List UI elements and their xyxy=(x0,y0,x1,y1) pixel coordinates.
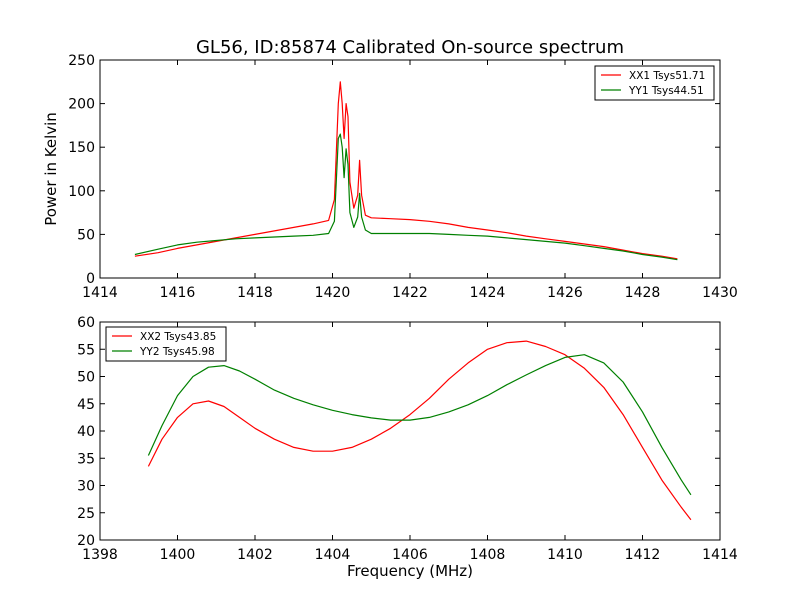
x-tick-label: 1424 xyxy=(470,285,506,301)
plot-frame xyxy=(99,59,721,279)
x-tick-label: 1408 xyxy=(470,547,506,563)
series-group xyxy=(134,81,678,261)
plot-frame xyxy=(99,321,721,541)
x-tick-label: 1414 xyxy=(82,285,118,301)
y-tick-label: 40 xyxy=(77,424,95,440)
y-tick-label: 150 xyxy=(68,140,95,156)
x-axis-label: Frequency (MHz) xyxy=(347,562,473,580)
y-tick-label: 45 xyxy=(77,397,95,413)
x-tick-label: 1418 xyxy=(237,285,273,301)
legend-label: YY1 Tsys44.51 xyxy=(628,85,704,97)
legend: XX2 Tsys43.85 YY2 Tsys45.98 xyxy=(105,326,227,362)
y-tick-label: 50 xyxy=(77,370,95,386)
y-tick-label: 60 xyxy=(77,315,95,331)
x-tick-label: 1412 xyxy=(625,547,661,563)
ticks-group: 1414 1416 1418 1420 1422 1424 1426 1428 1430 0 50 1… xyxy=(68,53,738,301)
x-tick-label: 1430 xyxy=(702,285,738,301)
y-tick-label: 100 xyxy=(68,184,95,200)
legend-label: XX1 Tsys51.71 xyxy=(629,70,705,82)
y-tick-label: 35 xyxy=(77,451,95,467)
y-axis-label: Power in Kelvin xyxy=(42,112,60,226)
bottom-chart: Frequency (MHz) 1398 1400 1402 1404 1406 1408… xyxy=(77,315,738,580)
legend-label: XX2 Tsys43.85 xyxy=(140,331,216,343)
x-tick-label: 1416 xyxy=(160,285,196,301)
legend-label: YY2 Tsys45.98 xyxy=(139,346,215,358)
series-line-1 xyxy=(134,81,678,260)
legend-box xyxy=(594,65,715,101)
x-tick-label: 1410 xyxy=(547,547,583,563)
top-chart: GL56, ID:85874 Calibrated On-source spec… xyxy=(42,37,738,301)
y-tick-label: 250 xyxy=(68,53,95,69)
y-tick-label: 20 xyxy=(77,533,95,549)
y-tick-label: 50 xyxy=(77,227,95,243)
x-tick-label: 1406 xyxy=(392,547,428,563)
ticks-group: 1398 1400 1402 1404 1406 1408 1410 1412 1414 20 25… xyxy=(77,315,738,563)
x-tick-label: 1428 xyxy=(625,285,661,301)
x-tick-label: 1398 xyxy=(82,547,118,563)
series-group xyxy=(147,340,692,521)
x-tick-label: 1400 xyxy=(160,547,196,563)
x-tick-label: 1422 xyxy=(392,285,428,301)
y-tick-label: 25 xyxy=(77,506,95,522)
y-tick-label: 30 xyxy=(77,479,95,495)
y-tick-label: 55 xyxy=(77,342,95,358)
y-tick-label: 200 xyxy=(68,97,95,113)
legend: XX1 Tsys51.71 YY1 Tsys44.51 xyxy=(594,65,715,101)
x-tick-label: 1402 xyxy=(237,547,273,563)
x-tick-label: 1426 xyxy=(547,285,583,301)
legend-box xyxy=(105,326,227,362)
series-line-1 xyxy=(147,340,692,521)
x-tick-label: 1420 xyxy=(315,285,351,301)
x-tick-label: 1404 xyxy=(315,547,351,563)
y-tick-label: 0 xyxy=(86,271,95,287)
chart-title: GL56, ID:85874 Calibrated On-source spec… xyxy=(196,37,624,58)
series-line-2 xyxy=(147,354,692,496)
x-tick-label: 1414 xyxy=(702,547,738,563)
series-line-2 xyxy=(134,133,678,261)
